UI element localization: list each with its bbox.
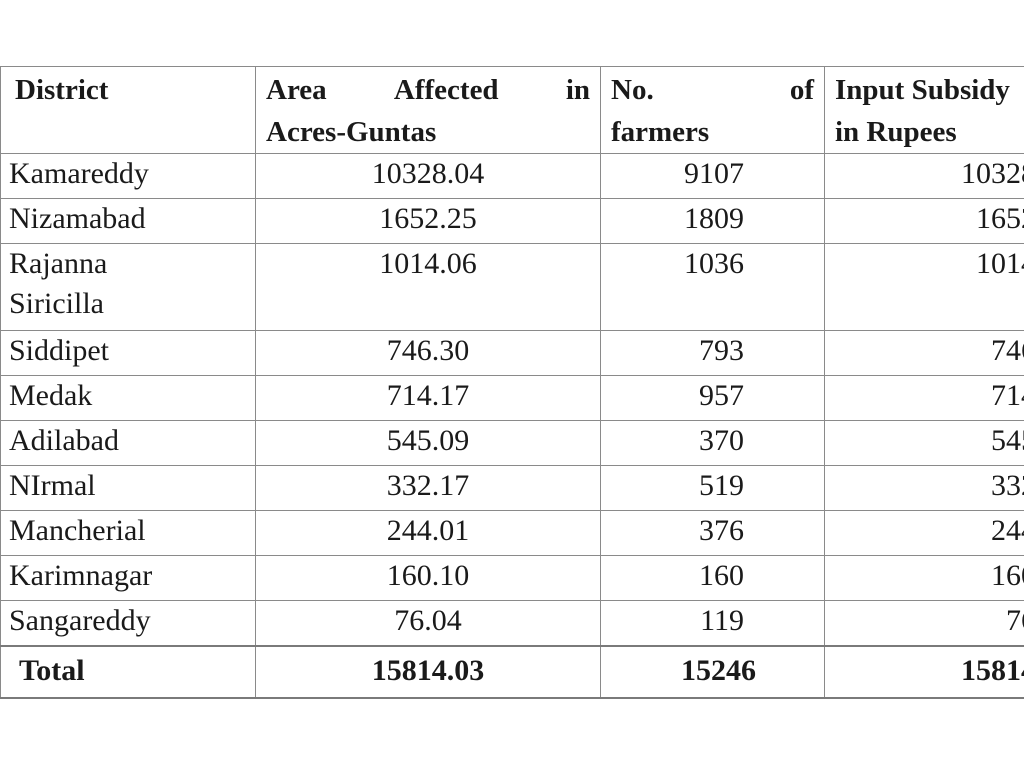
header-subsidy-line-1: Input Subsidy [835,74,1010,106]
cell-subsidy: 3324250 [824,465,1024,511]
cell-district: Nizamabad [0,198,256,244]
cell-area: 714.17 [255,375,601,421]
cell-district: Mancherial [0,510,256,556]
cell-district: Siddipet [0,330,256,376]
header-district: District [0,66,256,154]
header-subsidy: Input Subsidy in Rupees [824,66,1024,154]
cell-area: 1652.25 [255,198,601,244]
cell-subsidy: 761000 [824,600,1024,647]
cell-district: NIrmal [0,465,256,511]
cell-area: 332.17 [255,465,601,511]
header-word: No. [611,74,654,106]
total-subsidy: 158140750 [824,645,1024,699]
cell-subsidy: 10141500 [824,243,1024,331]
cell-subsidy: 1602500 [824,555,1024,601]
table-row: Sangareddy 76.04 119 761000 [0,600,1024,647]
cell-area: 746.30 [255,330,601,376]
cell-area: 10328.04 [255,153,601,199]
table-row: Siddipet 746.30 793 7467500 [0,330,1024,376]
header-area-line-2: Acres-Guntas [266,116,437,148]
cell-farmers: 370 [600,420,825,466]
cell-district: Sangareddy [0,600,256,647]
cell-farmers: 376 [600,510,825,556]
cell-subsidy: 2440250 [824,510,1024,556]
table-row: Karimnagar 160.10 160 1602500 [0,555,1024,601]
cell-district: Adilabad [0,420,256,466]
cell-farmers: 160 [600,555,825,601]
cell-farmers: 519 [600,465,825,511]
cell-subsidy: 7144250 [824,375,1024,421]
header-row: District Area Affected in Acres-Guntas No.… [0,66,1024,154]
header-farmers-line-1: No. of [611,69,814,111]
total-label: Total [0,645,256,699]
cell-district-line: Siricilla [9,287,104,320]
cell-subsidy: 7467500 [824,330,1024,376]
table-row: Mancherial 244.01 376 2440250 [0,510,1024,556]
cell-area: 76.04 [255,600,601,647]
header-area: Area Affected in Acres-Guntas [255,66,601,154]
table-row: Medak 714.17 957 7144250 [0,375,1024,421]
header-word: in [565,74,590,106]
table-row: Rajanna Siricilla 1014.06 1036 10141500 [0,243,1024,331]
cell-area: 160.10 [255,555,601,601]
header-word: of [789,74,814,106]
cell-subsidy: 5452250 [824,420,1024,466]
cell-subsidy: 103281000 [824,153,1024,199]
cell-district: Karimnagar [0,555,256,601]
subsidy-table: District Area Affected in Acres-Guntas No.… [0,66,1024,699]
header-farmers-line-2: farmers [611,116,710,148]
cell-district-wrapped: Rajanna Siricilla [0,243,256,331]
cell-farmers: 793 [600,330,825,376]
cell-farmers: 1036 [600,243,825,331]
header-farmers: No. of farmers [600,66,825,154]
table-row: Nizamabad 1652.25 1809 16526250 [0,198,1024,244]
cell-farmers: 957 [600,375,825,421]
cell-area: 545.09 [255,420,601,466]
cell-farmers: 119 [600,600,825,647]
header-subsidy-line-2: in Rupees [835,116,957,148]
total-row: Total 15814.03 15246 158140750 [0,645,1024,699]
cell-farmers: 1809 [600,198,825,244]
cell-area: 1014.06 [255,243,601,331]
cell-area: 244.01 [255,510,601,556]
header-word: Affected [393,74,499,106]
cell-subsidy: 16526250 [824,198,1024,244]
header-word: Area [266,74,327,106]
cell-district: Medak [0,375,256,421]
table-row: NIrmal 332.17 519 3324250 [0,465,1024,511]
cell-district-line: Rajanna [9,247,108,280]
header-area-line-1: Area Affected in [266,69,590,111]
cell-farmers: 9107 [600,153,825,199]
table-row: Adilabad 545.09 370 5452250 [0,420,1024,466]
total-area: 15814.03 [255,645,601,699]
cell-district: Kamareddy [0,153,256,199]
total-farmers: 15246 [600,645,825,699]
table-row: Kamareddy 10328.04 9107 103281000 [0,153,1024,199]
